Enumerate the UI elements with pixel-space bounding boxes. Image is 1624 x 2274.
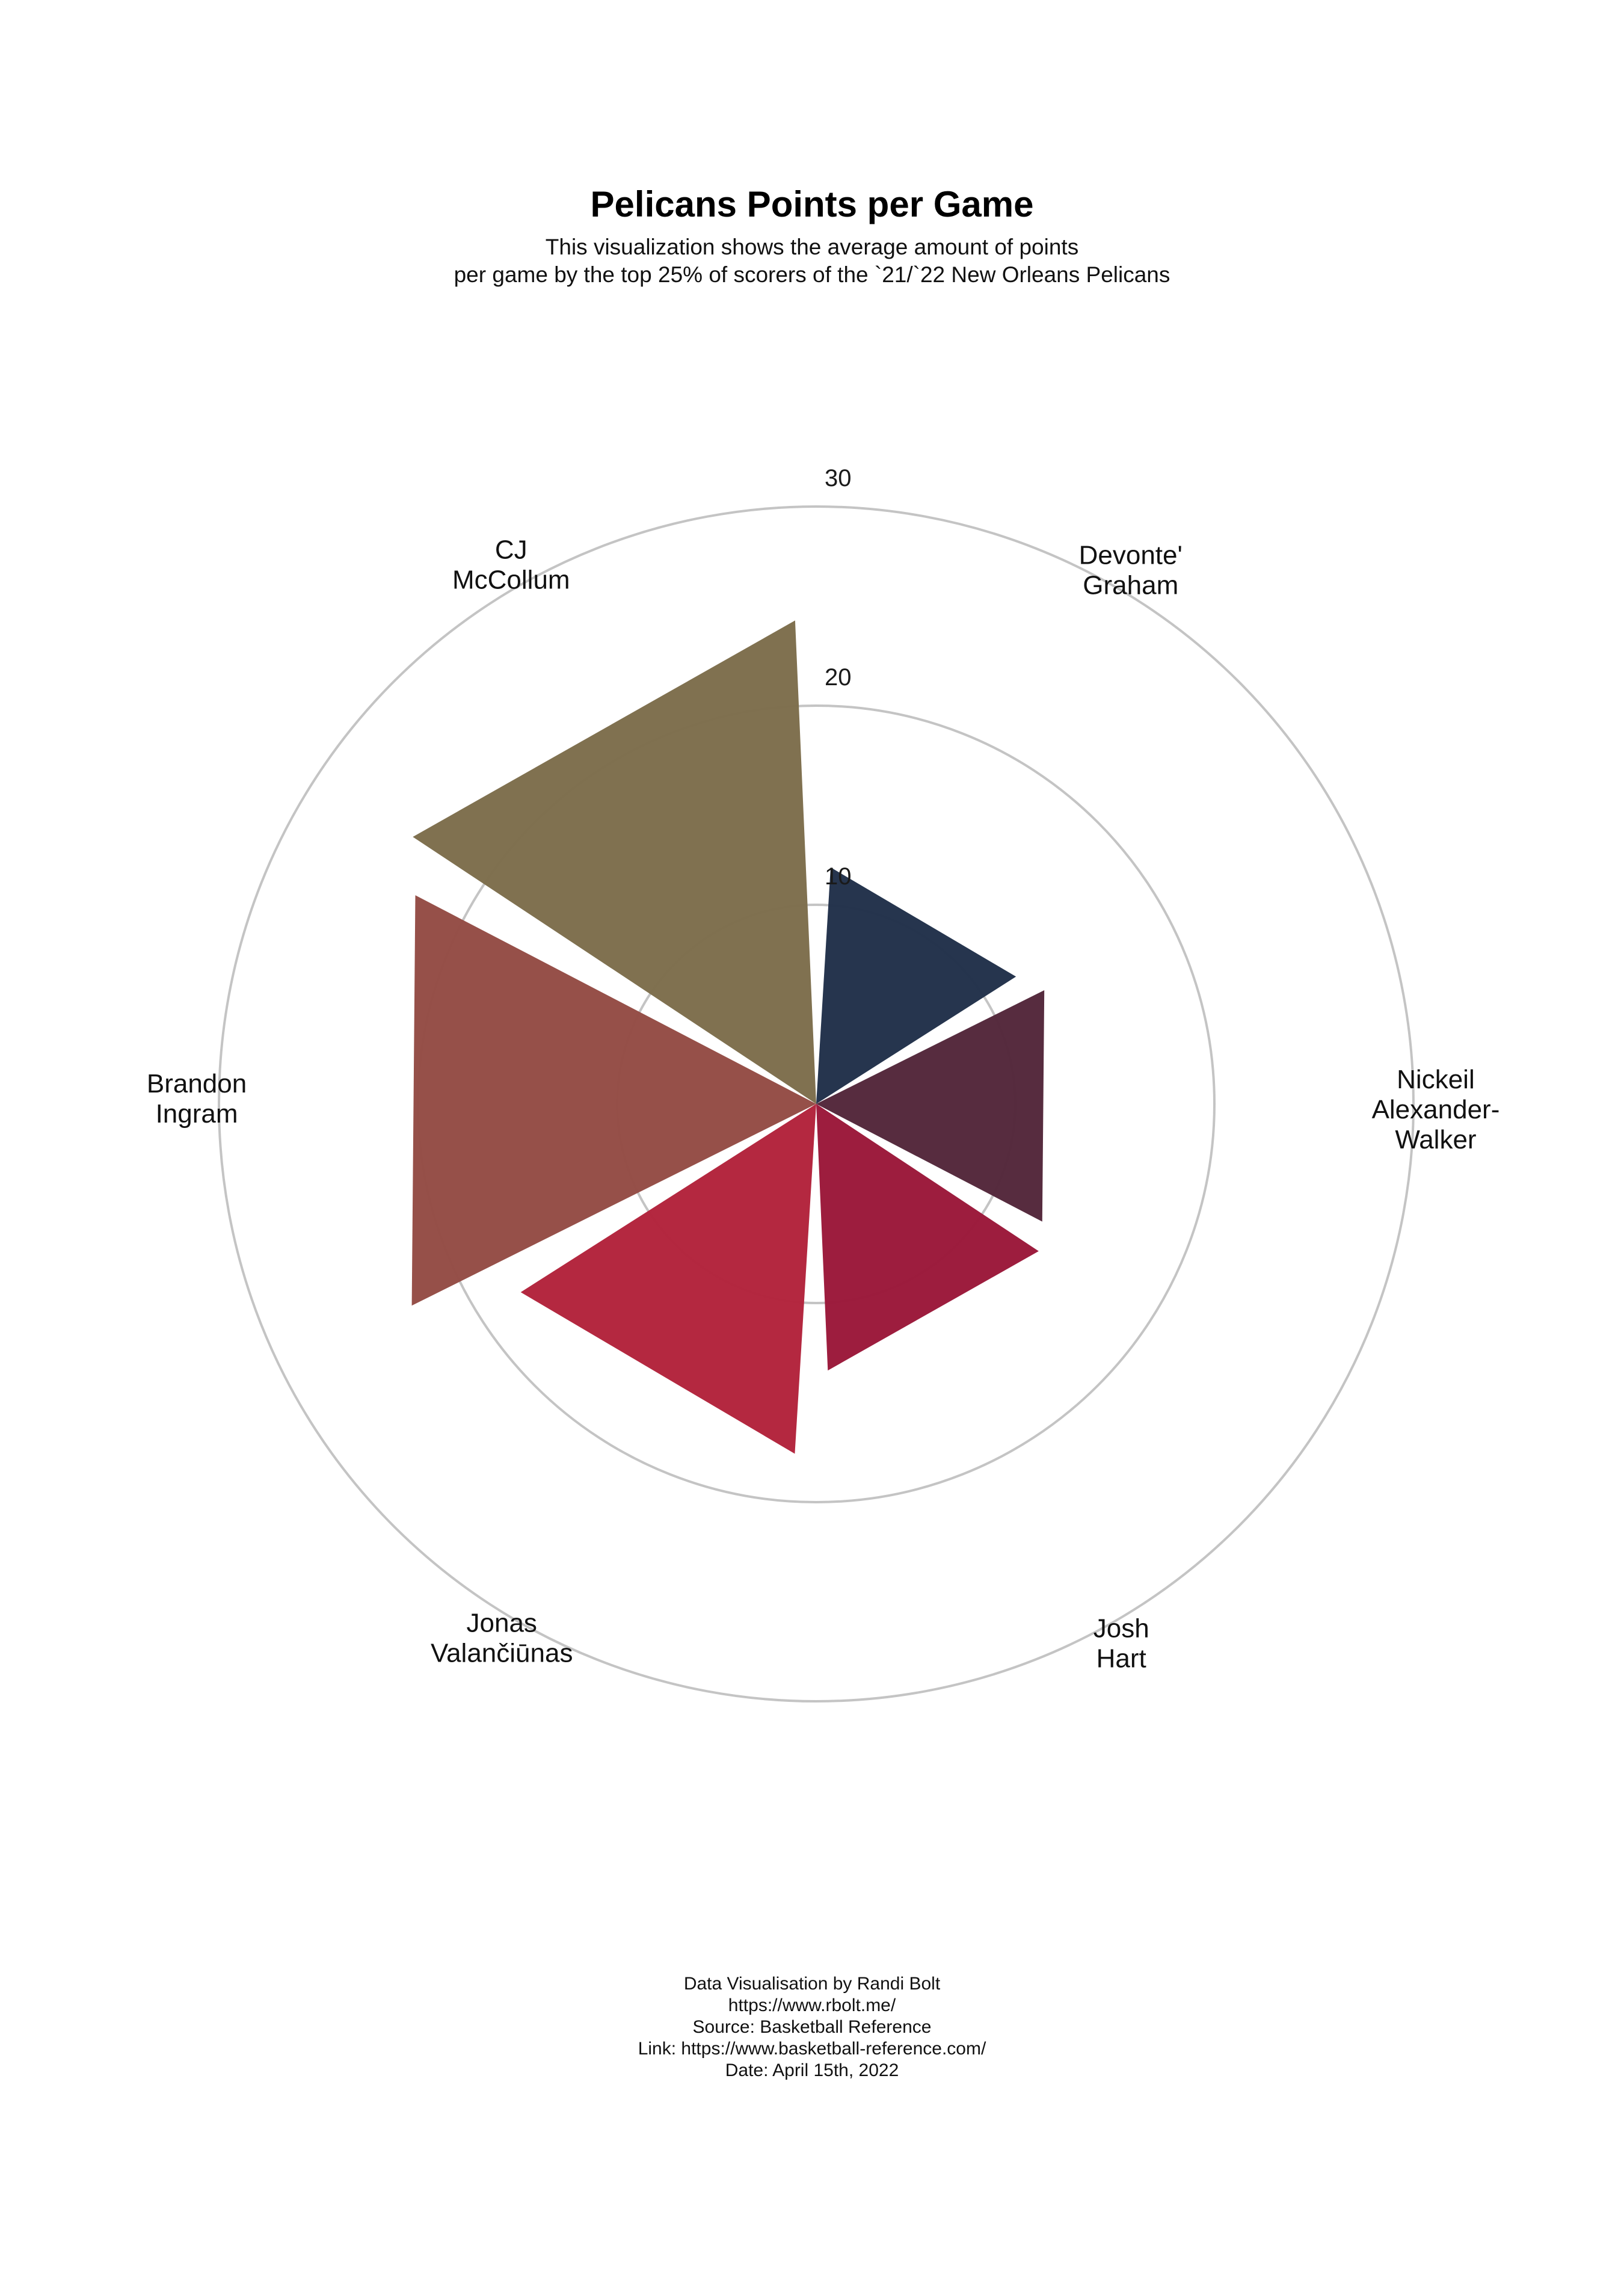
footer-date: Date: April 15th, 2022 <box>725 2060 899 2080</box>
bar-josh-hart <box>816 1104 1039 1371</box>
tick-label-10: 10 <box>825 863 852 890</box>
subtitle-line-1: This visualization shows the average amo… <box>545 235 1079 259</box>
bar-cj-mccollum <box>413 620 816 1104</box>
bars <box>411 620 1045 1454</box>
category-label-1: Devonte' Graham <box>1079 541 1183 600</box>
footer-link: Link: https://www.basketball-reference.c… <box>638 2039 986 2059</box>
footer-source: Source: Basketball Reference <box>692 2017 932 2037</box>
grid-circle-30 <box>218 505 1415 1702</box>
bar-brandon-ingram <box>411 895 816 1306</box>
category-label-3: Josh Hart <box>1093 1613 1149 1673</box>
category-label-5: Brandon Ingram <box>147 1069 247 1129</box>
bar-nickeil-alexander--walker <box>816 990 1045 1222</box>
category-label-2: Nickeil Alexander-Walker <box>1372 1065 1500 1154</box>
tick-label-30: 30 <box>825 465 852 491</box>
chart-title: Pelicans Points per Game <box>590 184 1034 224</box>
category-label-6: CJ McCollum <box>452 535 570 595</box>
chart-footer: Data Visualisation by Randi Bolt https:/… <box>0 1973 1624 2081</box>
subtitle-line-2: per game by the top 25% of scorers of th… <box>454 262 1170 287</box>
footer-website: https://www.rbolt.me/ <box>728 1995 896 2015</box>
footer-credit: Data Visualisation by Randi Bolt <box>683 1974 941 1994</box>
bar-jonas-valaninas <box>520 1104 816 1454</box>
radial-tick-labels: 10 20 30 <box>825 465 852 890</box>
category-labels: Devonte' Graham Nickeil Alexander-Walker Jos… <box>147 535 1499 1674</box>
radial-grid <box>218 505 1415 1702</box>
chart-subtitle: This visualization shows the average amo… <box>0 233 1624 289</box>
tick-label-20: 20 <box>825 664 852 691</box>
bar-devonte-graham <box>816 867 1017 1104</box>
chart-header: Pelicans Points per Game This visualizat… <box>0 180 1624 289</box>
category-label-4: Jonas Valančiūnas <box>431 1608 573 1668</box>
